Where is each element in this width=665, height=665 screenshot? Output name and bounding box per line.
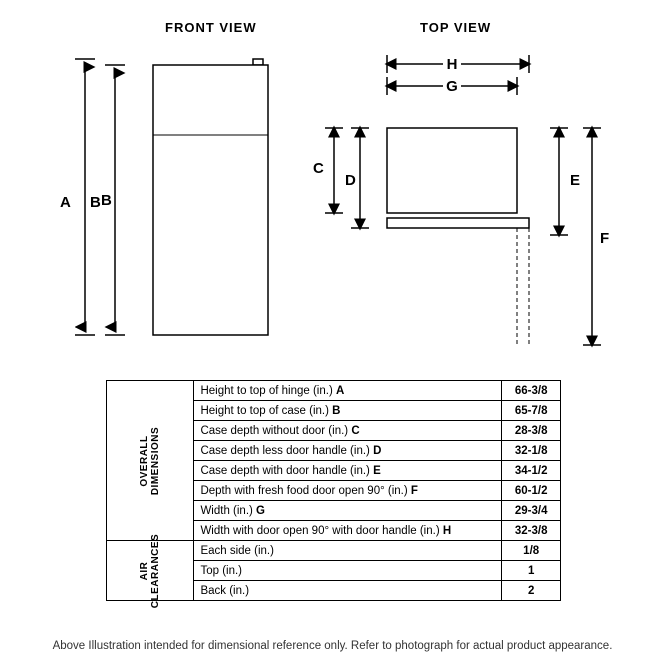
- section-air-clearances: AIRCLEARANCES: [107, 541, 194, 601]
- front-view-diagram: A B A: [75, 55, 285, 355]
- table-row-label: Case depth with door handle (in.) E: [194, 461, 502, 481]
- table-row-value: 60-1/2: [502, 481, 561, 501]
- footnote-text: Above Illustration intended for dimensio…: [0, 640, 665, 652]
- table-row-value: 2: [502, 581, 561, 601]
- table-row-value: 1: [502, 561, 561, 581]
- table-row-value: 34-1/2: [502, 461, 561, 481]
- table-row-value: 28-3/8: [502, 421, 561, 441]
- dimensions-table: OVERALLDIMENSIONSHeight to top of hinge …: [106, 380, 561, 601]
- front-view-heading: FRONT VIEW: [165, 20, 257, 35]
- table-row-label: Depth with fresh food door open 90° (in.…: [194, 481, 502, 501]
- table-row-value: 32-1/8: [502, 441, 561, 461]
- table-row-label: Case depth less door handle (in.) D: [194, 441, 502, 461]
- section-overall-dimensions: OVERALLDIMENSIONS: [107, 381, 194, 541]
- dim-e-text: E: [570, 172, 580, 189]
- table-row-label: Width with door open 90° with door handl…: [194, 521, 502, 541]
- svg-text:H: H: [447, 56, 458, 73]
- dim-f-text: F: [600, 230, 609, 247]
- dimensions-table-wrap: OVERALLDIMENSIONSHeight to top of hinge …: [106, 380, 561, 601]
- top-view-heading: TOP VIEW: [420, 20, 491, 35]
- table-row-value: 65-7/8: [502, 401, 561, 421]
- table-row-value: 66-3/8: [502, 381, 561, 401]
- dim-d-text: D: [345, 172, 356, 189]
- table-row-label: Each side (in.): [194, 541, 502, 561]
- table-row-label: Width (in.) G: [194, 501, 502, 521]
- table-row-label: Top (in.): [194, 561, 502, 581]
- table-row-label: Height to top of hinge (in.) A: [194, 381, 502, 401]
- dim-a-text: A: [60, 194, 71, 211]
- dim-g: G: [446, 78, 458, 95]
- table-row-label: Case depth without door (in.) C: [194, 421, 502, 441]
- table-row-label: Height to top of case (in.) B: [194, 401, 502, 421]
- dim-c-text: C: [313, 160, 324, 177]
- table-row-value: 32-3/8: [502, 521, 561, 541]
- dim-b-text: B: [90, 194, 101, 211]
- top-view-diagram: H H G: [325, 55, 615, 355]
- dim-b: B: [101, 192, 112, 209]
- table-row-label: Back (in.): [194, 581, 502, 601]
- table-row-value: 1/8: [502, 541, 561, 561]
- table-row-value: 29-3/4: [502, 501, 561, 521]
